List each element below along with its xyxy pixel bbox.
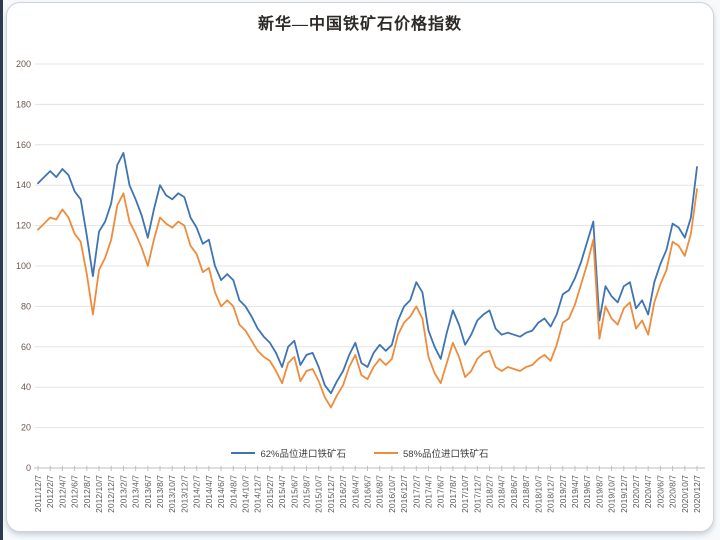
series-line-58-grade [37, 188, 698, 409]
x-axis-tick-label: 2017/12/7 [472, 475, 482, 513]
x-axis-tick-label: 2016/12/7 [399, 475, 409, 513]
x-axis-tick-label: 2017/4/7 [424, 475, 434, 508]
legend-item-62-grade: 62%品位进口铁矿石 [231, 446, 346, 460]
x-axis-tick-label: 2018/2/7 [485, 475, 495, 508]
x-axis-tick-label: 2019/12/7 [619, 475, 629, 513]
x-axis-tick-label: 2013/6/7 [143, 475, 153, 508]
x-axis-tick-label: 2017/8/7 [448, 475, 458, 508]
x-axis-tick-label: 2018/10/7 [533, 475, 543, 513]
x-axis-tick-label: 2014/6/7 [216, 475, 226, 508]
x-axis-tick-label: 2017/6/7 [436, 475, 446, 508]
x-axis-tick-label: 2012/6/7 [70, 475, 80, 508]
x-axis-tick-label: 2015/10/7 [314, 475, 324, 513]
y-axis-tick-label-180: 180 [16, 99, 31, 109]
x-axis-tick-label: 2020/8/7 [668, 475, 678, 508]
series-line-62-grade [37, 151, 698, 395]
x-axis-tick-label: 2017/2/7 [411, 475, 421, 508]
x-axis-tick-label: 2020/4/7 [643, 475, 653, 508]
x-axis-tick-label: 2018/4/7 [497, 475, 507, 508]
x-axis-tick-label: 2016/6/7 [363, 475, 373, 508]
legend-label-62-grade: 62%品位进口铁矿石 [260, 449, 346, 460]
x-axis-tick-label: 2016/10/7 [387, 475, 397, 513]
x-axis-tick-label: 2013/10/7 [167, 475, 177, 513]
x-axis-tick-label: 2013/2/7 [118, 475, 128, 508]
x-axis-tick-label: 2018/8/7 [521, 475, 531, 508]
y-axis-tick-label-160: 160 [16, 140, 31, 150]
x-axis-tick-label: 2020/6/7 [655, 475, 665, 508]
x-axis-tick-label: 2013/12/7 [179, 475, 189, 513]
legend-swatch-62-grade [231, 452, 256, 454]
x-axis-tick-label: 2012/10/7 [94, 475, 104, 513]
x-axis-tick-label: 2015/4/7 [277, 475, 287, 508]
x-axis-tick-label: 2015/2/7 [265, 475, 275, 508]
x-axis-tick-label: 2016/8/7 [375, 475, 385, 508]
chart-title: 新华—中国铁矿石价格指数 [257, 16, 462, 33]
x-axis-tick-label: 2018/6/7 [509, 475, 519, 508]
x-axis-tick-label: 2019/8/7 [594, 475, 604, 508]
x-axis-tick-label: 2012/4/7 [57, 475, 67, 508]
x-axis-tick-label: 2013/8/7 [155, 475, 165, 508]
y-axis-tick-label-200: 200 [16, 59, 31, 69]
x-axis-tick-label: 2014/8/7 [228, 475, 238, 508]
chart-legend: 62%品位进口铁矿石 58%品位进口铁矿石 [0, 446, 720, 460]
window-left-accent-strip [0, 0, 3, 540]
legend-item-58-grade: 58%品位进口铁矿石 [374, 446, 489, 460]
x-axis-tick-label: 2014/12/7 [253, 475, 263, 513]
legend-swatch-58-grade [374, 452, 398, 454]
y-axis-tick-label-60: 60 [21, 342, 31, 352]
y-axis-tick-label-100: 100 [16, 261, 31, 271]
x-axis-tick-label: 2014/10/7 [240, 475, 250, 513]
x-axis-tick-label: 2015/6/7 [289, 475, 299, 508]
x-axis-tick-label: 2017/10/7 [460, 475, 470, 513]
x-axis-tick-label: 2019/10/7 [607, 475, 617, 513]
y-axis-tick-label-120: 120 [16, 221, 31, 231]
x-axis-tick-label: 2020/12/7 [692, 475, 702, 513]
x-axis-tick-label: 2016/4/7 [350, 475, 360, 508]
x-axis-tick-label: 2015/8/7 [301, 475, 311, 508]
x-axis-tick-label: 2020/10/7 [680, 475, 690, 513]
x-axis-tick-label: 2012/2/7 [45, 475, 55, 508]
x-axis-tick-label: 2014/2/7 [192, 475, 202, 508]
x-axis-tick-label: 2016/2/7 [338, 475, 348, 508]
x-axis-tick-label: 2019/6/7 [582, 475, 592, 508]
x-axis-tick-label: 2018/12/7 [546, 475, 556, 513]
x-axis-tick-label: 2019/4/7 [570, 475, 580, 508]
x-axis-tick-label: 2014/4/7 [204, 475, 214, 508]
y-axis-tick-label-40: 40 [21, 382, 31, 392]
y-axis-tick-label-0: 0 [26, 463, 31, 473]
x-axis-tick-label: 2013/4/7 [131, 475, 141, 508]
x-axis-tick-label: 2012/12/7 [106, 475, 116, 513]
x-axis-tick-label: 2019/2/7 [558, 475, 568, 508]
x-axis-tick-label: 2012/8/7 [82, 475, 92, 508]
x-axis-tick-label: 2011/12/7 [33, 475, 43, 512]
y-axis-tick-label-80: 80 [21, 301, 31, 311]
y-axis-tick-label-20: 20 [21, 423, 31, 433]
x-axis-tick-label: 2020/2/7 [631, 475, 641, 508]
x-axis-tick-label: 2015/12/7 [326, 475, 336, 513]
legend-label-58-grade: 58%品位进口铁矿石 [403, 449, 489, 460]
y-axis-tick-label-140: 140 [16, 180, 31, 190]
